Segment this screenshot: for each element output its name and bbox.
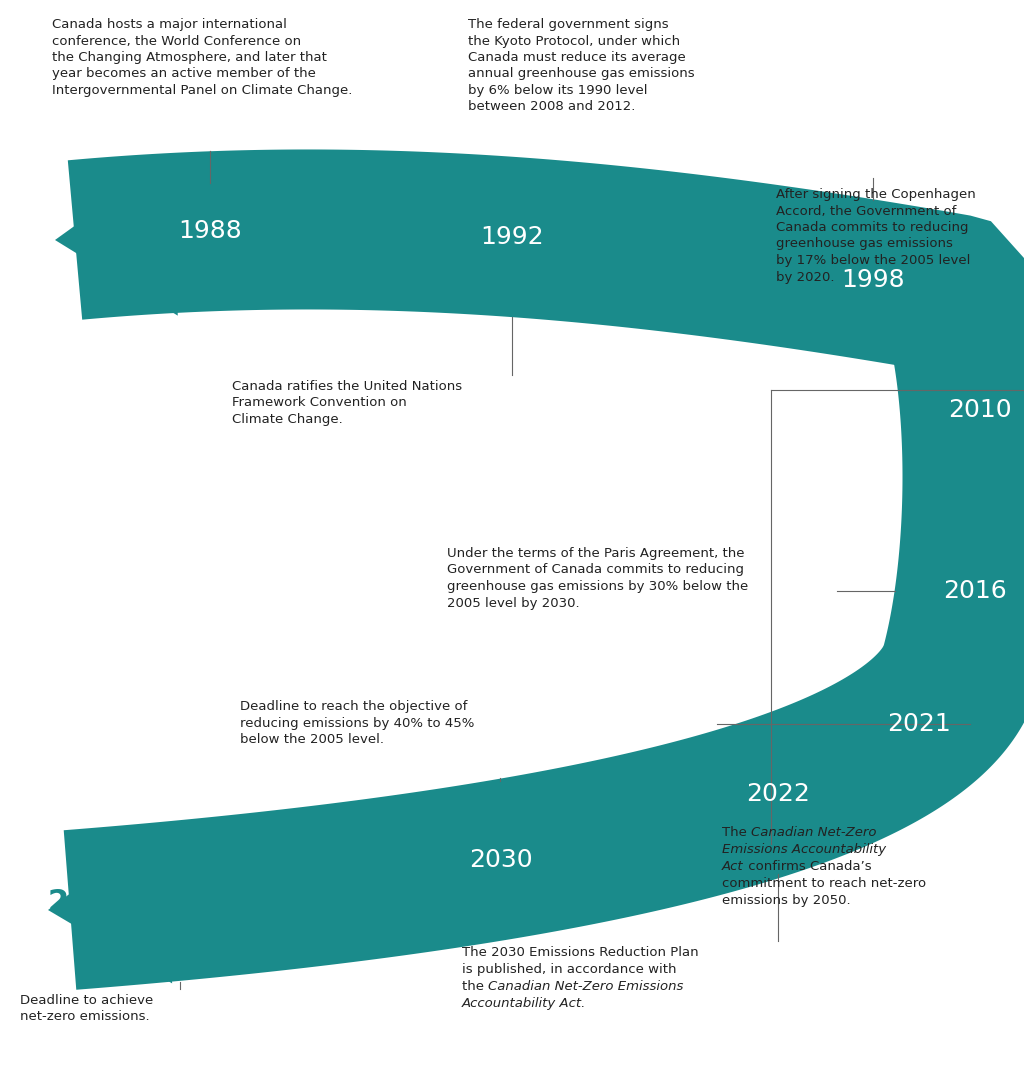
Text: is published, in accordance with: is published, in accordance with <box>462 963 677 976</box>
Text: Under the terms of the Paris Agreement, the
Government of Canada commits to redu: Under the terms of the Paris Agreement, … <box>447 547 749 609</box>
Polygon shape <box>55 156 178 316</box>
Text: 2030: 2030 <box>469 847 532 871</box>
Text: Accountability Act.: Accountability Act. <box>462 997 587 1010</box>
Text: Act: Act <box>722 860 743 874</box>
Polygon shape <box>63 150 1024 989</box>
Text: The 2030 Emissions Reduction Plan: The 2030 Emissions Reduction Plan <box>462 946 698 959</box>
Text: 1988: 1988 <box>178 219 242 244</box>
Text: Canada hosts a major international
conference, the World Conference on
the Chang: Canada hosts a major international confe… <box>52 17 352 97</box>
Polygon shape <box>48 823 172 984</box>
Text: The: The <box>722 826 752 839</box>
Text: Deadline to reach the objective of
reducing emissions by 40% to 45%
below the 20: Deadline to reach the objective of reduc… <box>240 700 474 746</box>
Text: confirms Canada’s: confirms Canada’s <box>743 860 871 874</box>
Text: 2022: 2022 <box>745 782 810 806</box>
Text: 1998: 1998 <box>841 269 904 293</box>
Text: 2016: 2016 <box>943 579 1008 603</box>
Text: Canadian Net-Zero: Canadian Net-Zero <box>752 826 877 839</box>
Text: Emissions Accountability: Emissions Accountability <box>722 843 886 856</box>
Text: 2010: 2010 <box>948 399 1012 423</box>
Text: Canada ratifies the United Nations
Framework Convention on
Climate Change.: Canada ratifies the United Nations Frame… <box>232 380 462 426</box>
Text: Canadian Net-Zero Emissions: Canadian Net-Zero Emissions <box>488 981 684 993</box>
Text: commitment to reach net-zero: commitment to reach net-zero <box>722 877 926 890</box>
Text: After signing the Copenhagen
Accord, the Government of
Canada commits to reducin: After signing the Copenhagen Accord, the… <box>776 188 976 284</box>
Text: the: the <box>462 981 488 993</box>
Text: 2050: 2050 <box>48 888 133 917</box>
Text: The federal government signs
the Kyoto Protocol, under which
Canada must reduce : The federal government signs the Kyoto P… <box>468 17 694 114</box>
Text: Deadline to achieve
net-zero emissions.: Deadline to achieve net-zero emissions. <box>20 994 154 1023</box>
Text: emissions by 2050.: emissions by 2050. <box>722 894 851 907</box>
Text: 1992: 1992 <box>480 225 544 249</box>
Text: 2021: 2021 <box>888 712 951 736</box>
